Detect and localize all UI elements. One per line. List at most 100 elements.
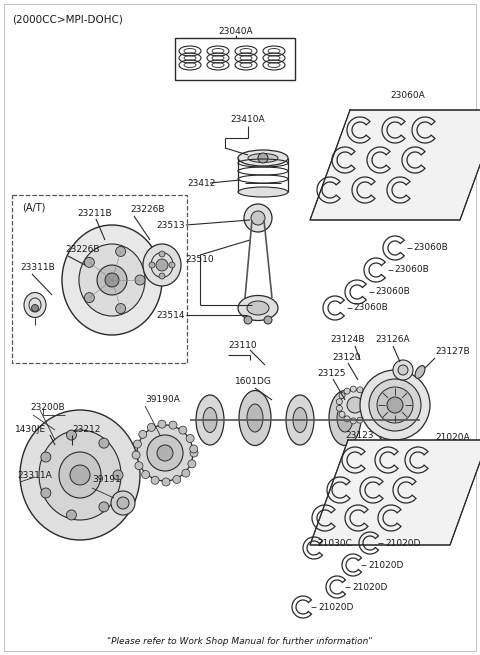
Text: 23410A: 23410A [231, 115, 265, 124]
Circle shape [350, 418, 356, 424]
Circle shape [111, 491, 135, 515]
Circle shape [137, 425, 193, 481]
Circle shape [157, 445, 173, 461]
Circle shape [105, 273, 119, 287]
Circle shape [41, 452, 51, 462]
Circle shape [264, 316, 272, 324]
Text: 1601DG: 1601DG [235, 377, 272, 386]
Circle shape [339, 392, 345, 399]
Circle shape [117, 497, 129, 509]
Text: 23040A: 23040A [219, 26, 253, 35]
Circle shape [84, 293, 95, 303]
Circle shape [116, 246, 126, 257]
Circle shape [151, 476, 159, 484]
Circle shape [393, 360, 413, 380]
Text: 23311B: 23311B [20, 263, 55, 272]
Circle shape [32, 305, 38, 312]
Circle shape [66, 510, 76, 520]
Text: 23060B: 23060B [375, 288, 410, 297]
Circle shape [350, 386, 356, 392]
Ellipse shape [196, 395, 224, 445]
Circle shape [186, 434, 194, 443]
Circle shape [135, 462, 143, 470]
Text: 23513: 23513 [156, 221, 185, 229]
Ellipse shape [20, 410, 140, 540]
Text: 39190A: 39190A [145, 396, 180, 405]
Circle shape [158, 420, 166, 428]
Circle shape [142, 470, 150, 479]
Circle shape [159, 251, 165, 257]
Text: "Please refer to Work Shop Manual for further information": "Please refer to Work Shop Manual for fu… [107, 637, 373, 645]
Circle shape [251, 211, 265, 225]
Text: 21020D: 21020D [385, 538, 420, 548]
Ellipse shape [62, 225, 162, 335]
Ellipse shape [203, 407, 217, 432]
Circle shape [387, 397, 403, 413]
Circle shape [369, 379, 421, 431]
Ellipse shape [415, 365, 425, 379]
Circle shape [147, 423, 156, 432]
Circle shape [344, 416, 350, 422]
Text: 23127B: 23127B [435, 348, 469, 356]
Circle shape [363, 390, 369, 396]
Circle shape [357, 387, 363, 393]
Circle shape [339, 411, 345, 417]
Circle shape [367, 396, 372, 402]
Text: 23514: 23514 [156, 310, 185, 320]
Text: 23060B: 23060B [353, 303, 388, 312]
Text: 23125: 23125 [317, 369, 346, 377]
Text: 23060A: 23060A [390, 90, 425, 100]
Ellipse shape [247, 404, 263, 432]
Circle shape [398, 365, 408, 375]
Text: 23212: 23212 [72, 426, 100, 434]
Text: 23510: 23510 [185, 255, 214, 265]
Circle shape [169, 262, 175, 268]
Circle shape [347, 397, 363, 413]
Ellipse shape [238, 187, 288, 197]
Circle shape [99, 502, 109, 512]
Ellipse shape [286, 395, 314, 445]
Circle shape [368, 402, 374, 408]
Circle shape [190, 449, 198, 457]
Text: 39191: 39191 [92, 476, 121, 485]
Circle shape [344, 388, 350, 394]
Circle shape [149, 262, 155, 268]
Polygon shape [310, 440, 480, 545]
Ellipse shape [329, 390, 361, 445]
Ellipse shape [39, 430, 121, 520]
Circle shape [179, 426, 187, 434]
Bar [175, 38, 295, 80]
Text: 23412: 23412 [187, 179, 216, 187]
Circle shape [97, 265, 127, 295]
Circle shape [70, 465, 90, 485]
Ellipse shape [24, 293, 46, 318]
Text: 23200B: 23200B [30, 403, 65, 413]
Circle shape [116, 303, 126, 314]
Text: 1430JE: 1430JE [15, 426, 46, 434]
Text: (2000CC>MPI-DOHC): (2000CC>MPI-DOHC) [12, 14, 123, 24]
Circle shape [84, 257, 95, 267]
Circle shape [363, 414, 369, 420]
Circle shape [357, 417, 363, 423]
Text: 23126A: 23126A [376, 335, 410, 345]
Text: 21020D: 21020D [318, 603, 353, 612]
Circle shape [360, 370, 430, 440]
Circle shape [244, 204, 272, 232]
Circle shape [135, 275, 145, 285]
Text: 23226B: 23226B [65, 246, 99, 255]
Bar [12, 195, 187, 363]
Ellipse shape [239, 390, 271, 445]
Circle shape [340, 390, 370, 420]
Text: (A/T): (A/T) [22, 203, 46, 213]
Circle shape [182, 469, 190, 477]
Text: 21020D: 21020D [368, 561, 403, 569]
Circle shape [156, 259, 168, 271]
Ellipse shape [79, 244, 145, 316]
Text: 23110: 23110 [228, 341, 257, 350]
Circle shape [132, 451, 140, 459]
Circle shape [336, 405, 342, 411]
Ellipse shape [238, 150, 288, 166]
Ellipse shape [238, 295, 278, 320]
Circle shape [99, 438, 109, 448]
Text: 21020A: 21020A [435, 432, 469, 441]
